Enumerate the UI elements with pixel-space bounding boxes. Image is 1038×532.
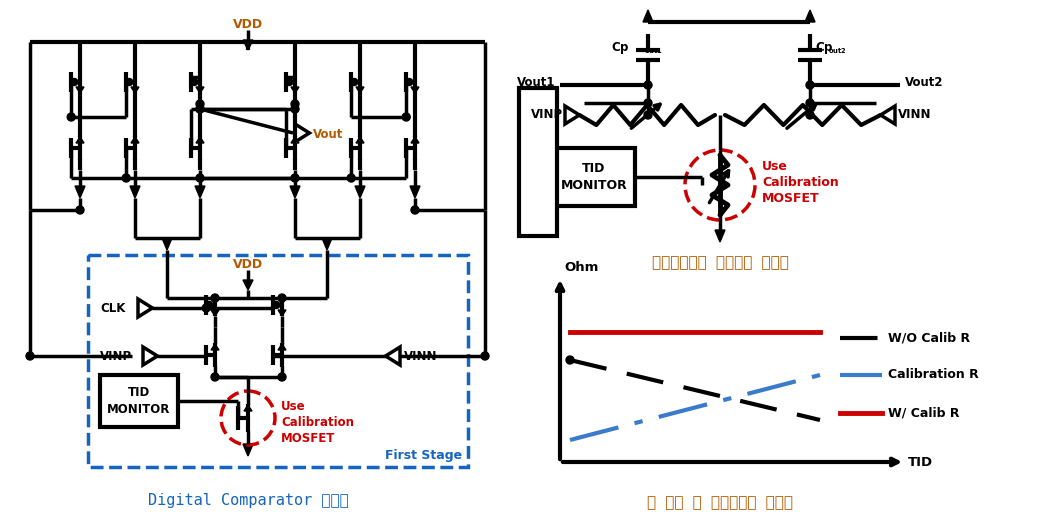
Polygon shape [76, 137, 84, 143]
Polygon shape [643, 10, 653, 22]
Polygon shape [211, 344, 219, 350]
Text: Vout2: Vout2 [905, 77, 944, 89]
Circle shape [805, 81, 814, 89]
Polygon shape [211, 310, 219, 316]
Text: First Stage: First Stage [385, 449, 462, 462]
Circle shape [196, 174, 204, 182]
Polygon shape [131, 87, 139, 93]
Circle shape [278, 294, 286, 302]
Polygon shape [243, 280, 253, 290]
Polygon shape [291, 137, 299, 143]
Text: VINP: VINP [530, 109, 563, 121]
Circle shape [196, 105, 204, 113]
Text: Digital Comparator 회로도: Digital Comparator 회로도 [147, 493, 349, 508]
Circle shape [644, 99, 652, 107]
Circle shape [291, 100, 299, 108]
Circle shape [71, 79, 78, 86]
Text: $\mathbf{_{out1}}$: $\mathbf{_{out1}}$ [644, 46, 663, 56]
Polygon shape [196, 87, 204, 93]
Circle shape [351, 79, 358, 86]
Circle shape [26, 352, 34, 360]
Text: Use
Calibration
MOSFET: Use Calibration MOSFET [281, 400, 354, 445]
Text: VINN: VINN [404, 350, 437, 362]
Polygon shape [130, 186, 140, 198]
Polygon shape [411, 137, 419, 143]
Circle shape [211, 373, 219, 381]
Polygon shape [356, 137, 364, 143]
Polygon shape [290, 186, 300, 198]
Circle shape [291, 174, 299, 182]
Polygon shape [278, 310, 286, 316]
Text: Calibration R: Calibration R [887, 369, 979, 381]
Polygon shape [162, 238, 172, 250]
Polygon shape [410, 186, 420, 198]
Polygon shape [195, 186, 204, 198]
Polygon shape [805, 10, 815, 22]
Circle shape [644, 81, 652, 89]
Text: VINN: VINN [898, 109, 931, 121]
Polygon shape [278, 344, 286, 350]
Text: VDD: VDD [233, 18, 263, 31]
Text: Vout1: Vout1 [517, 77, 555, 89]
Circle shape [644, 111, 652, 119]
Circle shape [202, 304, 211, 312]
Text: 가변저항으로 모델링한 회로도: 가변저항으로 모델링한 회로도 [652, 255, 789, 270]
Polygon shape [131, 137, 139, 143]
Bar [553, 148, 635, 206]
Text: VINP: VINP [100, 350, 132, 362]
Bar [88, 255, 468, 467]
Circle shape [411, 206, 419, 214]
Circle shape [126, 79, 133, 86]
Circle shape [291, 105, 299, 113]
Text: TID
MONITOR: TID MONITOR [107, 386, 170, 416]
Bar [519, 88, 557, 236]
Polygon shape [75, 186, 85, 198]
Text: CLK: CLK [100, 302, 126, 314]
Circle shape [481, 352, 489, 360]
Polygon shape [411, 87, 419, 93]
Circle shape [402, 113, 410, 121]
Circle shape [76, 206, 84, 214]
Text: Use
Calibration
MOSFET: Use Calibration MOSFET [762, 160, 839, 205]
Text: VDD: VDD [233, 258, 263, 271]
Circle shape [206, 302, 213, 309]
Text: 첫 번째 단 출력부분의 저항값: 첫 번째 단 출력부분의 저항값 [647, 495, 793, 510]
Bar [100, 375, 177, 427]
Circle shape [196, 105, 204, 113]
Circle shape [347, 174, 355, 182]
Circle shape [406, 79, 413, 86]
Circle shape [285, 79, 293, 86]
Text: $\mathbf{Cp}$: $\mathbf{Cp}$ [815, 40, 834, 56]
Circle shape [278, 373, 286, 381]
Circle shape [273, 302, 280, 309]
Circle shape [566, 356, 574, 364]
Circle shape [805, 111, 814, 119]
Polygon shape [243, 40, 253, 50]
Polygon shape [715, 230, 725, 242]
Polygon shape [244, 405, 252, 411]
Text: Ohm: Ohm [564, 261, 598, 274]
Text: W/O Calib R: W/O Calib R [887, 331, 971, 345]
Text: $\mathbf{Cp}$: $\mathbf{Cp}$ [611, 40, 630, 56]
Polygon shape [356, 87, 364, 93]
Text: W/ Calib R: W/ Calib R [887, 406, 959, 420]
Text: TID: TID [908, 455, 933, 469]
Circle shape [67, 113, 75, 121]
Text: Vout: Vout [313, 128, 344, 140]
Polygon shape [355, 186, 365, 198]
Circle shape [122, 174, 130, 182]
Circle shape [191, 79, 198, 86]
Polygon shape [322, 238, 332, 250]
Polygon shape [291, 87, 299, 93]
Circle shape [211, 294, 219, 302]
Circle shape [196, 100, 204, 108]
Circle shape [805, 99, 814, 107]
Polygon shape [76, 87, 84, 93]
Text: $\mathbf{_{out2}}$: $\mathbf{_{out2}}$ [828, 46, 847, 56]
Text: TID
MONITOR: TID MONITOR [561, 162, 627, 192]
Polygon shape [196, 137, 204, 143]
Polygon shape [243, 444, 253, 456]
